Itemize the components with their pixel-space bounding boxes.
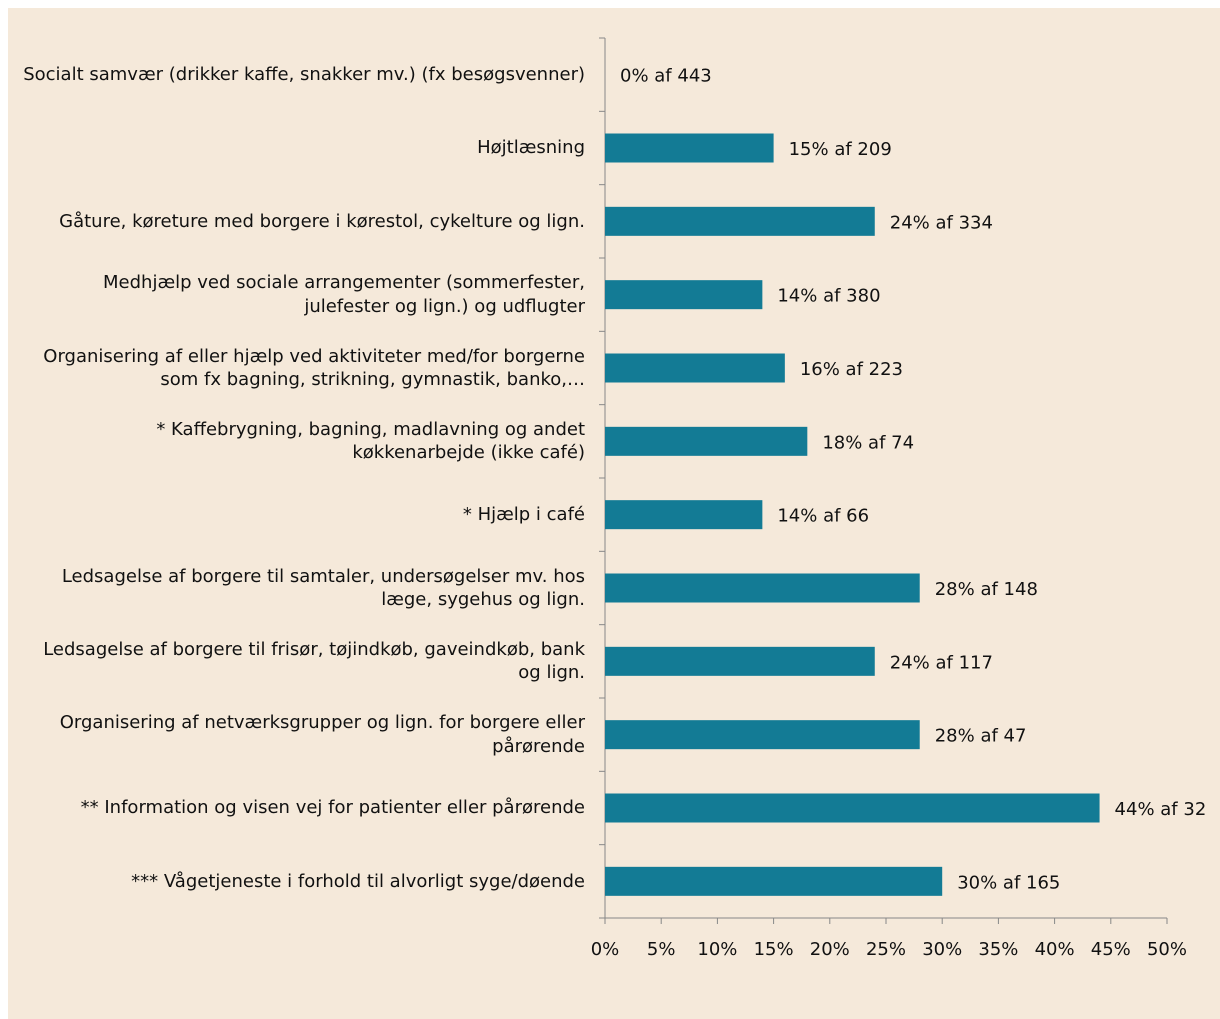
- value-label: 30% af 165: [957, 872, 1060, 893]
- x-tick-label: 20%: [810, 939, 850, 960]
- category-label: *** Vågetjeneste i forhold til alvorligt…: [131, 870, 585, 892]
- value-label: 0% af 443: [620, 66, 712, 87]
- x-tick-label: 35%: [978, 939, 1018, 960]
- bar: [605, 426, 808, 456]
- value-label: 14% af 380: [777, 286, 880, 307]
- bar: [605, 573, 920, 603]
- category-label: Organisering af netværksgrupper og lign.…: [59, 712, 585, 757]
- bar: [605, 133, 774, 163]
- x-tick-label: 15%: [754, 939, 794, 960]
- x-tick-label: 40%: [1035, 939, 1075, 960]
- category-label: Socialt samvær (drikker kaffe, snakker m…: [23, 63, 585, 85]
- bar: [605, 646, 875, 676]
- x-tick-label: 25%: [866, 939, 906, 960]
- value-label: 44% af 32: [1115, 799, 1207, 820]
- bar: [605, 280, 763, 310]
- bar: [605, 866, 943, 896]
- bar: [605, 206, 875, 236]
- value-label: 28% af 47: [935, 726, 1027, 747]
- category-label: Medhjælp ved sociale arrangementer (somm…: [103, 272, 585, 317]
- category-label: * Kaffebrygning, bagning, madlavning og …: [156, 418, 585, 464]
- x-tick-label: 45%: [1091, 939, 1131, 960]
- value-label: 15% af 209: [789, 139, 892, 160]
- x-tick-label: 10%: [697, 939, 737, 960]
- value-label: 24% af 117: [890, 652, 993, 673]
- category-label: Ledsagelse af borgere til samtaler, unde…: [61, 565, 585, 610]
- value-label: 24% af 334: [890, 212, 993, 233]
- category-label: Organisering af eller hjælp ved aktivite…: [43, 345, 585, 390]
- x-tick-label: 5%: [647, 939, 676, 960]
- value-label: 28% af 148: [935, 579, 1038, 600]
- bar: [605, 793, 1100, 823]
- bar: [605, 353, 785, 383]
- x-tick-label: 0%: [591, 939, 620, 960]
- category-label: * Hjælp i café: [462, 503, 585, 525]
- value-label: 14% af 66: [777, 506, 869, 527]
- category-label: Højtlæsning: [477, 137, 585, 159]
- value-label: 18% af 74: [822, 432, 914, 453]
- category-label: Ledsagelse af borgere til frisør, tøjind…: [43, 638, 585, 684]
- category-label: ** Information og visen vej for patiente…: [80, 797, 585, 819]
- x-tick-label: 30%: [922, 939, 962, 960]
- x-tick-label: 50%: [1147, 939, 1187, 960]
- value-label: 16% af 223: [800, 359, 903, 380]
- category-label: Gåture, køreture med borgere i kørestol,…: [59, 210, 585, 232]
- bar: [605, 720, 920, 750]
- bar: [605, 500, 763, 530]
